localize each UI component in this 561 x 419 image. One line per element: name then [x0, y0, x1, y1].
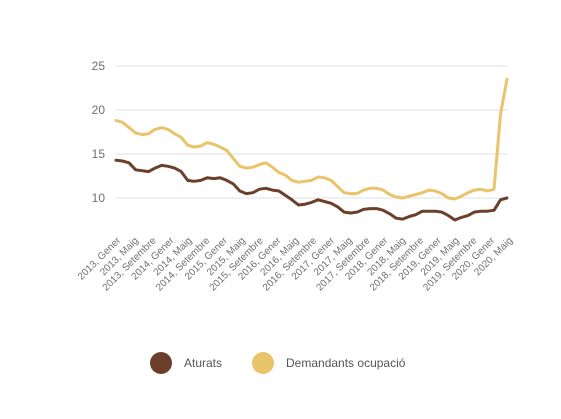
series-line-demandants: [114, 77, 509, 201]
legend-label-demandants: Demandants ocupació: [286, 356, 406, 370]
y-tick-label: 15: [92, 147, 106, 161]
legend-swatch-aturats: [150, 352, 172, 374]
y-tick-label: 25: [92, 59, 106, 73]
legend-item-aturats: Aturats: [150, 352, 222, 374]
grid-lines: [116, 65, 507, 199]
series-lines: [114, 77, 509, 222]
series-line-aturats: [114, 158, 509, 222]
legend-swatch-demandants: [252, 352, 275, 374]
legend-label-aturats: Aturats: [184, 356, 223, 370]
y-tick-label: 10: [92, 191, 106, 205]
y-axis: 10 15 20 25: [92, 59, 106, 205]
y-tick-label: 20: [92, 103, 106, 117]
legend: Aturats Demandants ocupació: [150, 350, 435, 376]
legend-item-demandants: Demandants ocupació: [252, 352, 405, 374]
